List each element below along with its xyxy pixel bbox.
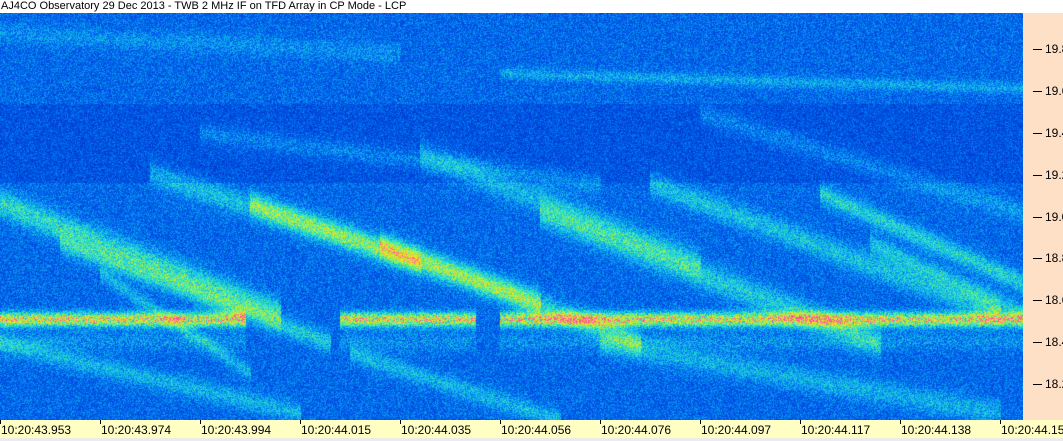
x-tick-label: 10:20:44.056 xyxy=(501,423,572,437)
y-tick-label: 19.6 xyxy=(1045,83,1063,98)
x-tick-label: 10:20:43.994 xyxy=(201,423,272,437)
frequency-axis: 19.8 19.6 19.4 19.2 19.0 18.8 18.6 18.4 18.2 xyxy=(1023,13,1063,420)
x-tick-label: 10:20:44.138 xyxy=(901,423,972,437)
x-tick-mark xyxy=(200,420,201,424)
y-tick-label: 18.6 xyxy=(1045,293,1063,308)
x-tick-label: 10:20:43.953 xyxy=(1,423,72,437)
y-tick-mark xyxy=(1033,300,1042,302)
x-tick-mark xyxy=(800,420,801,424)
y-tick-label: 19.0 xyxy=(1045,209,1063,224)
y-tick-mark xyxy=(1033,48,1042,50)
y-tick: 19.6 xyxy=(1023,84,1063,98)
x-tick-mark xyxy=(600,420,601,424)
y-tick-mark xyxy=(1033,174,1042,176)
chart-title: AJ4CO Observatory 29 Dec 2013 - TWB 2 MH… xyxy=(0,0,1063,13)
y-tick-label: 19.4 xyxy=(1045,125,1063,140)
y-tick-mark xyxy=(1033,384,1042,386)
y-tick-label: 18.8 xyxy=(1045,251,1063,266)
x-tick-label: 10:20:44.035 xyxy=(401,423,472,437)
y-tick: 18.8 xyxy=(1023,251,1063,265)
y-tick-mark xyxy=(1033,342,1042,344)
bottom-strip xyxy=(0,438,1063,441)
x-tick-label: 10:20:43.974 xyxy=(101,423,172,437)
x-tick-mark xyxy=(900,420,901,424)
x-tick-mark xyxy=(1000,420,1001,424)
y-tick-mark xyxy=(1033,132,1042,134)
y-tick-label: 19.2 xyxy=(1045,167,1063,182)
x-tick-mark xyxy=(500,420,501,424)
y-tick: 19.8 xyxy=(1023,42,1063,56)
x-tick-mark xyxy=(300,420,301,424)
spectrogram-heatmap xyxy=(0,13,1023,420)
x-tick-label: 10:20:44.158 xyxy=(1001,423,1063,437)
x-tick-label: 10:20:44.097 xyxy=(701,423,772,437)
y-tick: 18.6 xyxy=(1023,293,1063,307)
x-tick-label: 10:20:44.015 xyxy=(301,423,372,437)
y-tick: 18.4 xyxy=(1023,335,1063,349)
y-tick: 18.2 xyxy=(1023,377,1063,391)
x-tick-mark xyxy=(700,420,701,424)
y-tick: 19.2 xyxy=(1023,168,1063,182)
time-axis: 10:20:43.953 10:20:43.974 10:20:43.994 10:2… xyxy=(0,420,1063,438)
y-tick-label: 18.4 xyxy=(1045,335,1063,350)
x-tick-label: 10:20:44.117 xyxy=(801,423,871,437)
y-tick-label: 19.8 xyxy=(1045,41,1063,56)
x-tick-mark xyxy=(400,420,401,424)
y-tick-mark xyxy=(1033,90,1042,92)
y-tick-mark xyxy=(1033,216,1042,218)
y-tick: 19.0 xyxy=(1023,210,1063,224)
y-tick-label: 18.2 xyxy=(1045,377,1063,392)
x-tick-label: 10:20:44.076 xyxy=(601,423,672,437)
x-tick-mark xyxy=(100,420,101,424)
y-tick-mark xyxy=(1033,258,1042,260)
x-tick-mark xyxy=(0,420,1,424)
y-tick: 19.4 xyxy=(1023,126,1063,140)
